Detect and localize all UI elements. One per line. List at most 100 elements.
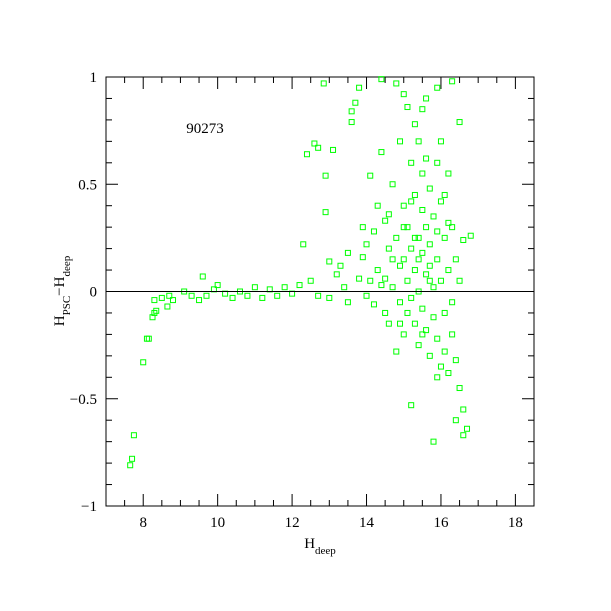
point (151, 297, 158, 304)
point (456, 385, 463, 392)
label-part: −H (52, 276, 68, 295)
point (400, 331, 407, 338)
point (367, 277, 374, 284)
point (169, 297, 176, 304)
point (445, 370, 452, 377)
point (426, 277, 433, 284)
point (430, 438, 437, 445)
point (158, 294, 165, 301)
point (385, 211, 392, 218)
point (437, 138, 444, 145)
point (460, 406, 467, 413)
x-tick-label: 14 (359, 515, 375, 531)
point (378, 76, 385, 83)
point (449, 78, 456, 85)
point (397, 320, 404, 327)
point (397, 138, 404, 145)
point (423, 95, 430, 102)
point (363, 292, 370, 299)
point (382, 275, 389, 282)
point (296, 282, 303, 289)
point (389, 284, 396, 291)
point (322, 209, 329, 216)
point (426, 262, 433, 269)
point (333, 271, 340, 278)
point (385, 320, 392, 327)
point (363, 241, 370, 248)
point (437, 198, 444, 205)
x-tick-label: 16 (433, 515, 449, 531)
point (404, 224, 411, 231)
point (404, 309, 411, 316)
y-tick-label: −0.5 (70, 392, 97, 408)
point (300, 241, 307, 248)
point (374, 202, 381, 209)
point (341, 284, 348, 291)
point (441, 309, 448, 316)
point (378, 149, 385, 156)
point (153, 307, 160, 314)
point (449, 224, 456, 231)
point (404, 104, 411, 111)
y-tick-label: −1 (81, 499, 97, 515)
point (430, 284, 437, 291)
point (434, 228, 441, 235)
label-part: PSC (61, 296, 73, 316)
point (400, 224, 407, 231)
label-part: H (52, 315, 68, 326)
point (348, 119, 355, 126)
point (400, 256, 407, 263)
point (370, 301, 377, 308)
point (415, 234, 422, 241)
point (400, 91, 407, 98)
point (419, 331, 426, 338)
point (127, 462, 134, 469)
point (441, 234, 448, 241)
point (434, 84, 441, 91)
point (434, 374, 441, 381)
point (397, 262, 404, 269)
x-tick-label: 10 (210, 515, 225, 531)
point (393, 348, 400, 355)
x-tick-label: 18 (508, 515, 523, 531)
point (337, 262, 344, 269)
point (449, 331, 456, 338)
point (415, 256, 422, 263)
point (143, 335, 150, 342)
point (434, 335, 441, 342)
point (415, 342, 422, 349)
point (426, 185, 433, 192)
point (460, 432, 467, 439)
point (411, 320, 418, 327)
point (408, 159, 415, 166)
point (408, 245, 415, 252)
point (259, 294, 266, 301)
point (385, 245, 392, 252)
point (400, 202, 407, 209)
point (441, 191, 448, 198)
point (415, 138, 422, 145)
point (307, 277, 314, 284)
point (322, 172, 329, 179)
point (129, 455, 136, 462)
point (452, 256, 459, 263)
point (326, 258, 333, 265)
point (419, 170, 426, 177)
point (389, 256, 396, 263)
point (426, 241, 433, 248)
point (199, 273, 206, 280)
point (437, 277, 444, 284)
point (145, 335, 152, 342)
point (330, 146, 337, 153)
point (311, 140, 318, 147)
annotation: 90273 (186, 121, 224, 137)
x-tick-label: 8 (139, 515, 147, 531)
point (149, 314, 156, 321)
point (244, 292, 251, 299)
point (315, 292, 322, 299)
point (393, 80, 400, 87)
label-part: deep (61, 255, 73, 276)
point (229, 294, 236, 301)
label-part: H (304, 536, 315, 552)
